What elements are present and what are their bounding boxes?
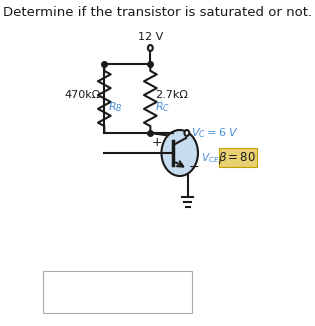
Circle shape	[185, 130, 189, 136]
Circle shape	[162, 130, 198, 176]
Text: $R_B$: $R_B$	[108, 101, 123, 114]
FancyBboxPatch shape	[219, 148, 257, 167]
Text: $V_{CE}$: $V_{CE}$	[201, 151, 220, 165]
Text: $-$: $-$	[188, 159, 200, 172]
Text: $R_C$: $R_C$	[155, 101, 170, 114]
Circle shape	[148, 45, 153, 51]
FancyBboxPatch shape	[43, 271, 192, 313]
Text: $V_C = 6\ V$: $V_C = 6\ V$	[191, 126, 239, 140]
Text: 470kΩ: 470kΩ	[64, 90, 100, 99]
Text: Determine if the transistor is saturated or not.: Determine if the transistor is saturated…	[3, 6, 312, 19]
Text: 12 V: 12 V	[138, 32, 163, 42]
Text: $\beta = 80$: $\beta = 80$	[218, 150, 256, 166]
Text: 2.7kΩ: 2.7kΩ	[155, 90, 188, 99]
Text: +: +	[152, 136, 162, 149]
